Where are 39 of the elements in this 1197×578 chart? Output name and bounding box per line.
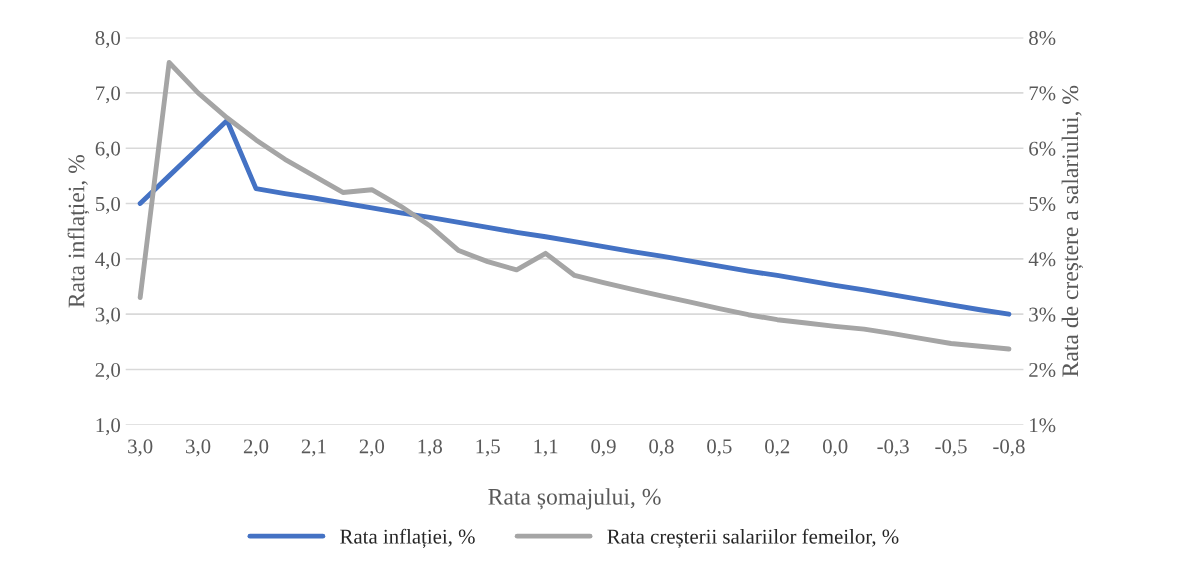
x-tick-label: -0,5 — [935, 439, 967, 457]
y2-tick-label: 4% — [1028, 252, 1056, 267]
y2-axis-title: Rata de creștere a salariului, % — [1061, 85, 1084, 377]
x-tick-label: 1,5 — [476, 439, 500, 457]
y-tick-label: 6,0 — [95, 141, 121, 159]
y-tick-label: 5,0 — [95, 196, 121, 214]
y2-tick-label: 2% — [1029, 362, 1056, 378]
x-tick-label: 0,2 — [765, 439, 790, 457]
y-axis-title: Rata inflației, % — [67, 154, 90, 308]
y-tick-label: 7,0 — [96, 86, 121, 104]
legend-label: Rata creșterii salariilor femeilor, % — [607, 528, 899, 548]
x-tick-label: 0,0 — [822, 439, 848, 457]
line-series — [137, 118, 1012, 317]
x-tick-label: 0,8 — [649, 439, 674, 457]
y2-tick-label: 1% — [1030, 418, 1056, 433]
legend-label: Rata inflației, % — [340, 528, 475, 548]
y2-tick-label: 6% — [1029, 141, 1056, 156]
x-tick-label: 1,1 — [534, 439, 558, 457]
y-tick-label: 8,0 — [95, 30, 121, 48]
x-tick-label: -0,3 — [877, 439, 909, 457]
x-tick-label: 0,9 — [591, 439, 616, 457]
x-tick-label: 2,0 — [359, 439, 385, 457]
y2-tick-label: 8% — [1029, 30, 1056, 46]
x-tick-label: 2,1 — [301, 439, 326, 457]
x-tick-label: 3,0 — [128, 439, 153, 457]
x-axis-title: Rata șomajului, % — [488, 488, 661, 510]
x-tick-label: -0,8 — [993, 439, 1025, 457]
line-series — [137, 60, 1012, 352]
y2-tick-label: 5% — [1029, 196, 1056, 212]
y2-tick-label: 3% — [1029, 307, 1056, 322]
y-tick-label: 1,0 — [96, 418, 121, 436]
x-tick-label: 0,5 — [707, 439, 732, 457]
x-tick-label: 3,0 — [186, 439, 211, 457]
y-tick-label: 2,0 — [95, 362, 121, 380]
y-tick-label: 4,0 — [95, 252, 121, 270]
y2-tick-label: 7% — [1029, 86, 1056, 101]
x-tick-label: 2,0 — [243, 439, 269, 457]
y-tick-label: 3,0 — [95, 307, 121, 325]
x-tick-label: 1,8 — [418, 439, 442, 457]
